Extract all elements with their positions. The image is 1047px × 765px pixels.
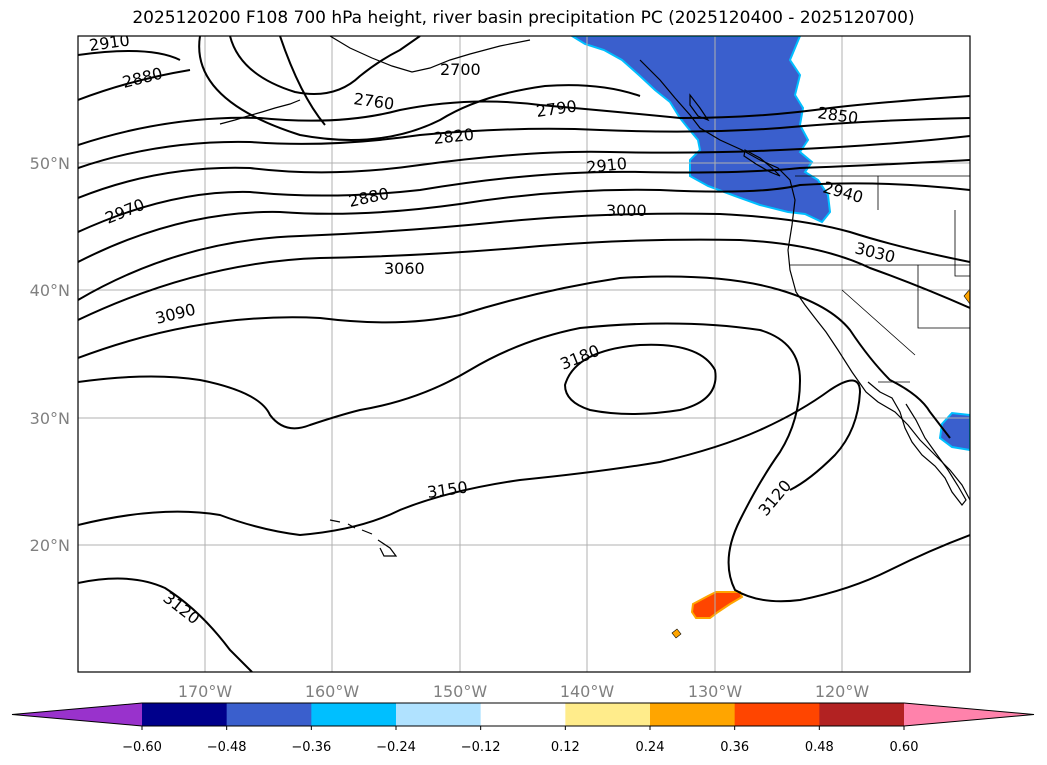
colorbar-tick-label: −0.60 [122,740,162,755]
lon-label: 140°W [560,682,615,701]
colorbar-segment [734,703,820,726]
colorbar-segment [142,703,228,726]
vancouver-island [743,149,781,177]
coastlines [219,36,970,557]
lon-label: 130°W [688,682,743,701]
north-america-west-coast [639,59,970,501]
latitude-labels: 50°N 40°N 30°N 20°N [30,154,70,555]
colorbar-segment [311,703,397,726]
positive-pc-spot [671,628,682,639]
colorbar-extend-high [904,703,1034,726]
positive-pc-region-pacific [690,591,744,619]
map-title: 2025120200 F108 700 hPa height, river ba… [132,8,915,28]
aleutian-islands [219,99,301,125]
colorbar-tick-label: 0.36 [720,740,749,755]
colorbar-segment [226,703,312,726]
lat-label: 30°N [30,409,70,428]
colorbar-tick-label: 0.12 [551,740,580,755]
contour-label: 2700 [440,60,481,79]
colorbar: −0.60 −0.48 −0.36 −0.24 −0.12 0.12 0.24 0.36 0.4… [11,702,1035,755]
longitude-labels: 170°W 160°W 150°W 140°W 130°W 120°W [178,682,870,701]
colorbar-segment [819,703,905,726]
lon-label: 150°W [433,682,488,701]
contour-label: 3000 [606,201,647,220]
contour-label: 3060 [384,259,425,278]
colorbar-tick-label: −0.48 [207,740,247,755]
colorbar-tick-label: 0.48 [805,740,834,755]
map-panel: 2910 2880 2700 2760 2790 2820 2850 2910 … [78,30,970,672]
colorbar-extend-low [12,703,142,726]
contour-label: 2820 [432,125,474,148]
hawaii-islands [329,519,398,557]
us-state-borders [790,176,970,383]
lon-label: 160°W [305,682,360,701]
colorbar-tick-label: −0.36 [291,740,331,755]
colorbar-segment [480,703,566,726]
alaska-coast [329,36,531,73]
positive-pc-spot-east [963,288,970,305]
colorbar-segment [565,703,651,726]
lat-label: 20°N [30,536,70,555]
political-borders [790,175,970,383]
contour-label: 2910 [585,154,627,177]
colorbar-segment [650,703,736,726]
map-frame [77,35,971,673]
lon-label: 120°W [815,682,870,701]
colorbar-tick-label: −0.12 [461,740,501,755]
lat-label: 40°N [30,281,70,300]
colorbar-tick-label: −0.24 [376,740,416,755]
colorbar-tick-label: 0.60 [890,740,919,755]
height-contours [78,36,970,672]
closed-high-3180 [563,343,717,415]
negative-pc-region-south [938,411,970,452]
contour-label: 2910 [88,30,131,54]
lon-label: 170°W [178,682,233,701]
colorbar-segment [396,703,482,726]
baja-peninsula [867,381,967,506]
lat-label: 50°N [30,154,70,173]
colorbar-tick-label: 0.24 [636,740,665,755]
